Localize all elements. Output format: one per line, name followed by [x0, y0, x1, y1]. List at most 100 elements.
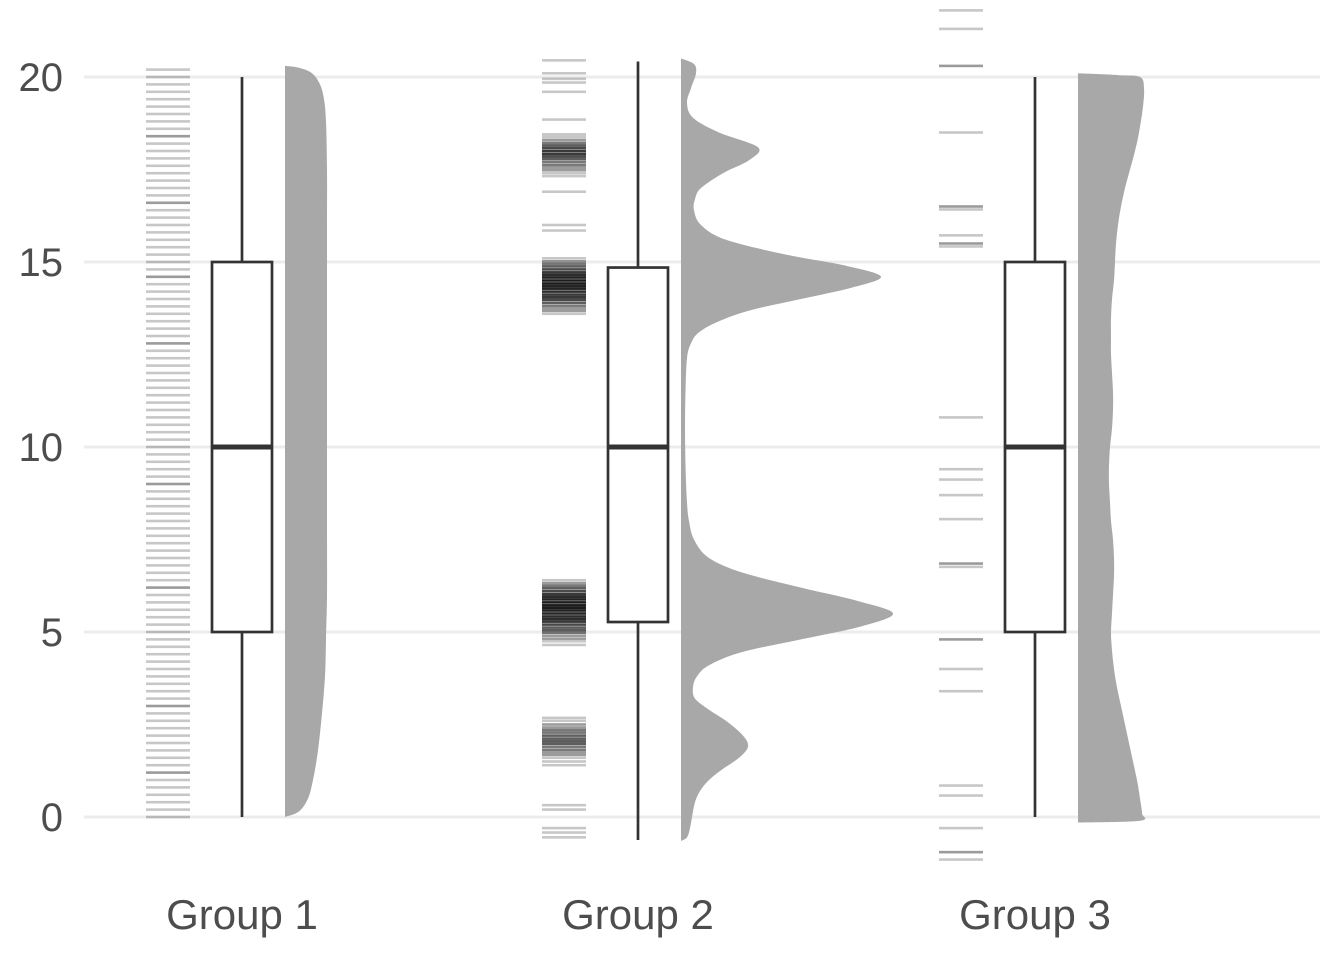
- rug-mark: [542, 634, 586, 637]
- rug-mark: [939, 416, 983, 419]
- rug-mark: [542, 298, 586, 302]
- rug-mark: [542, 174, 586, 178]
- rug-mark: [146, 704, 190, 708]
- rug-mark: [146, 312, 190, 316]
- rug-mark: [146, 83, 190, 86]
- rug-mark: [146, 571, 190, 575]
- rug-mark: [939, 208, 983, 211]
- rug-mark: [146, 593, 190, 597]
- rug-mark: [146, 238, 190, 242]
- rug-mark: [542, 166, 586, 169]
- rug-mark: [939, 850, 983, 854]
- rug-mark: [146, 726, 190, 730]
- rug-mark: [146, 305, 190, 308]
- rug-mark: [542, 282, 586, 285]
- rug-mark: [542, 279, 586, 282]
- rug-mark: [939, 64, 983, 68]
- group-1: Group 1: [146, 65, 328, 938]
- rug-mark: [146, 453, 190, 456]
- rug-mark: [146, 75, 190, 79]
- rug-mark: [542, 223, 586, 227]
- rug-mark: [939, 667, 983, 671]
- y-tick-label-20: 20: [19, 56, 64, 100]
- rug-mark: [146, 105, 190, 108]
- rug-mark: [542, 631, 586, 635]
- rug-mark: [542, 763, 586, 767]
- rug-mark: [542, 831, 586, 834]
- rug-mark: [146, 638, 190, 641]
- rug-mark: [146, 260, 190, 264]
- rug-mark: [146, 416, 190, 419]
- rug-mark: [146, 364, 190, 367]
- rug-mark: [146, 578, 190, 582]
- rug-mark: [542, 587, 586, 590]
- rug-mark: [542, 284, 586, 288]
- rug-mark: [146, 778, 190, 782]
- rug-mark: [542, 756, 586, 760]
- rug-mark: [146, 719, 190, 723]
- rug-mark: [146, 556, 190, 560]
- violin-1: [285, 65, 328, 817]
- rug-mark: [146, 741, 190, 745]
- violin-3: [1078, 73, 1146, 823]
- rug-mark: [542, 262, 586, 266]
- rug-mark: [542, 742, 586, 746]
- rug-mark: [939, 234, 983, 237]
- rug-mark: [146, 134, 190, 138]
- rug-mark: [146, 460, 190, 464]
- rug-mark: [542, 265, 586, 268]
- rug-mark: [542, 803, 586, 807]
- rug-mark: [146, 282, 190, 286]
- rug-mark: [542, 295, 586, 299]
- rug-mark: [146, 186, 190, 190]
- rug-mark: [542, 229, 586, 232]
- rug-mark: [542, 826, 586, 830]
- rug-mark: [542, 748, 586, 751]
- rug-mark: [146, 142, 190, 145]
- rug-mark: [146, 231, 190, 234]
- rug-mark: [146, 763, 190, 767]
- rug-mark: [542, 268, 586, 271]
- rug-mark: [146, 615, 190, 619]
- rug-mark: [542, 259, 586, 263]
- rug-mark: [542, 168, 586, 172]
- rug-mark: [542, 293, 586, 296]
- rug-mark: [146, 334, 190, 338]
- rug-mark: [542, 728, 586, 732]
- rug-mark: [542, 731, 586, 734]
- rug-mark: [146, 534, 190, 538]
- rug-mark: [542, 146, 586, 150]
- rug-mark: [542, 734, 586, 737]
- rug-mark: [146, 201, 190, 205]
- rug-mark: [146, 667, 190, 671]
- rug-mark: [146, 734, 190, 737]
- rug-mark: [146, 497, 190, 501]
- rug-mark: [542, 745, 586, 748]
- rug-mark: [146, 423, 190, 427]
- rug-mark: [542, 276, 586, 279]
- rug-mark: [542, 719, 586, 723]
- rug-mark: [146, 527, 190, 530]
- rug-mark: [146, 319, 190, 323]
- rug-mark: [146, 68, 190, 71]
- rug-mark: [146, 179, 190, 182]
- rug-mark: [939, 565, 983, 569]
- rug-mark: [146, 112, 190, 116]
- rug-mark: [542, 90, 586, 94]
- rug-mark: [146, 438, 190, 441]
- rug-mark: [939, 689, 983, 693]
- rug-mark: [542, 138, 586, 142]
- rug-mark: [146, 490, 190, 493]
- rug-mark: [542, 287, 586, 290]
- rug-mark: [542, 304, 586, 307]
- rug-mark: [542, 590, 586, 593]
- rug-mark: [146, 660, 190, 663]
- rug-mark: [146, 786, 190, 789]
- rug-mark: [146, 697, 190, 700]
- y-tick-label-10: 10: [19, 426, 64, 470]
- rug-mark: [146, 771, 190, 774]
- x-axis-label-1: Group 1: [166, 891, 318, 938]
- rug-mark: [146, 342, 190, 345]
- rug-mark: [542, 836, 586, 839]
